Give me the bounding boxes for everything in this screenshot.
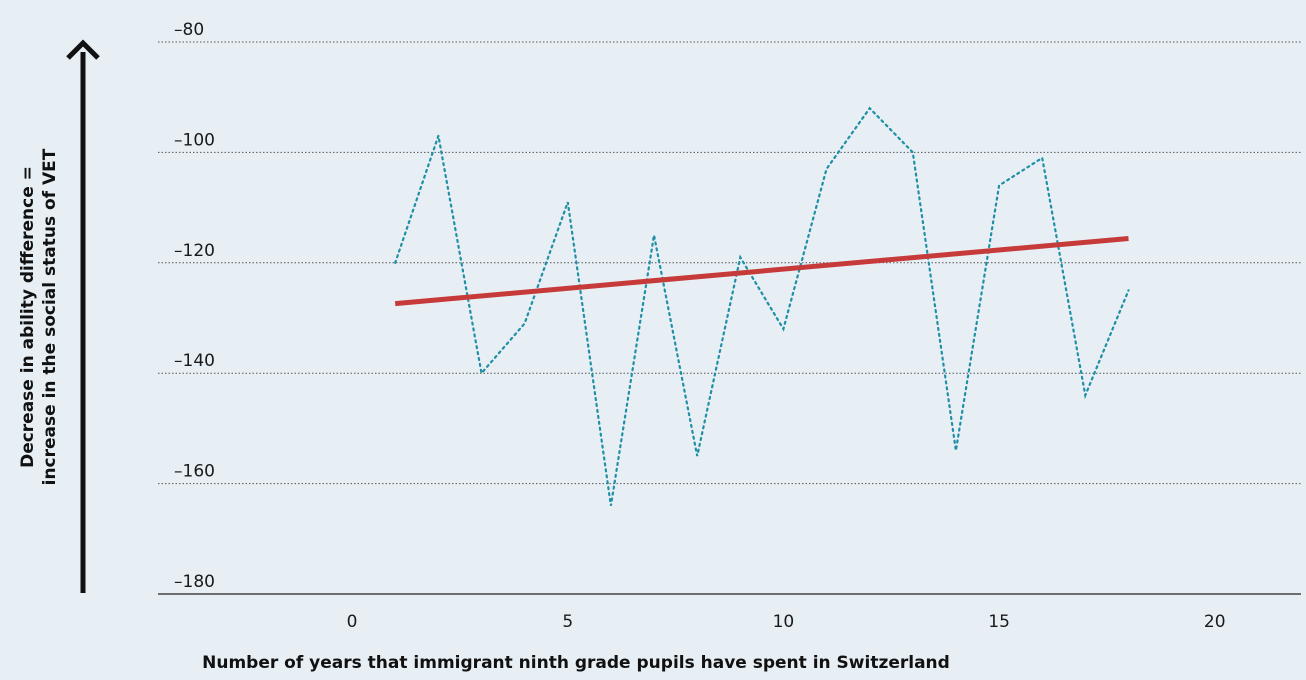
x-tick-label: 5 [562,612,573,632]
x-axis-title: Number of years that immigrant ninth gra… [202,653,950,673]
series [394,106,1130,506]
y-axis-title-line-2: increase in the social status of VET [40,148,60,485]
y-tick-label: –100 [174,130,215,150]
annual-data-line [394,106,1130,506]
x-tick-label: 0 [347,612,358,632]
y-axis-title: Decrease in ability difference = increas… [18,148,60,485]
y-axis-title-line-1: Decrease in ability difference = [18,166,38,468]
y-tick-label: –180 [174,572,215,592]
y-tick-label: –80 [174,20,204,40]
x-tick-label: 10 [773,612,795,632]
y-tick-labels: –80 –100 –120 –140 –160 –180 [174,20,215,592]
y-tick-label: –120 [174,241,215,261]
y-direction-arrow [66,39,100,593]
gridlines [158,41,1301,485]
trend-line [394,236,1129,307]
x-tick-label: 15 [988,612,1010,632]
y-tick-label: –160 [174,462,215,482]
x-tick-label: 20 [1204,612,1226,632]
y-arrow-head [66,39,100,60]
x-tick-labels: 0 5 10 15 20 [347,612,1226,632]
y-tick-label: –140 [174,351,215,371]
